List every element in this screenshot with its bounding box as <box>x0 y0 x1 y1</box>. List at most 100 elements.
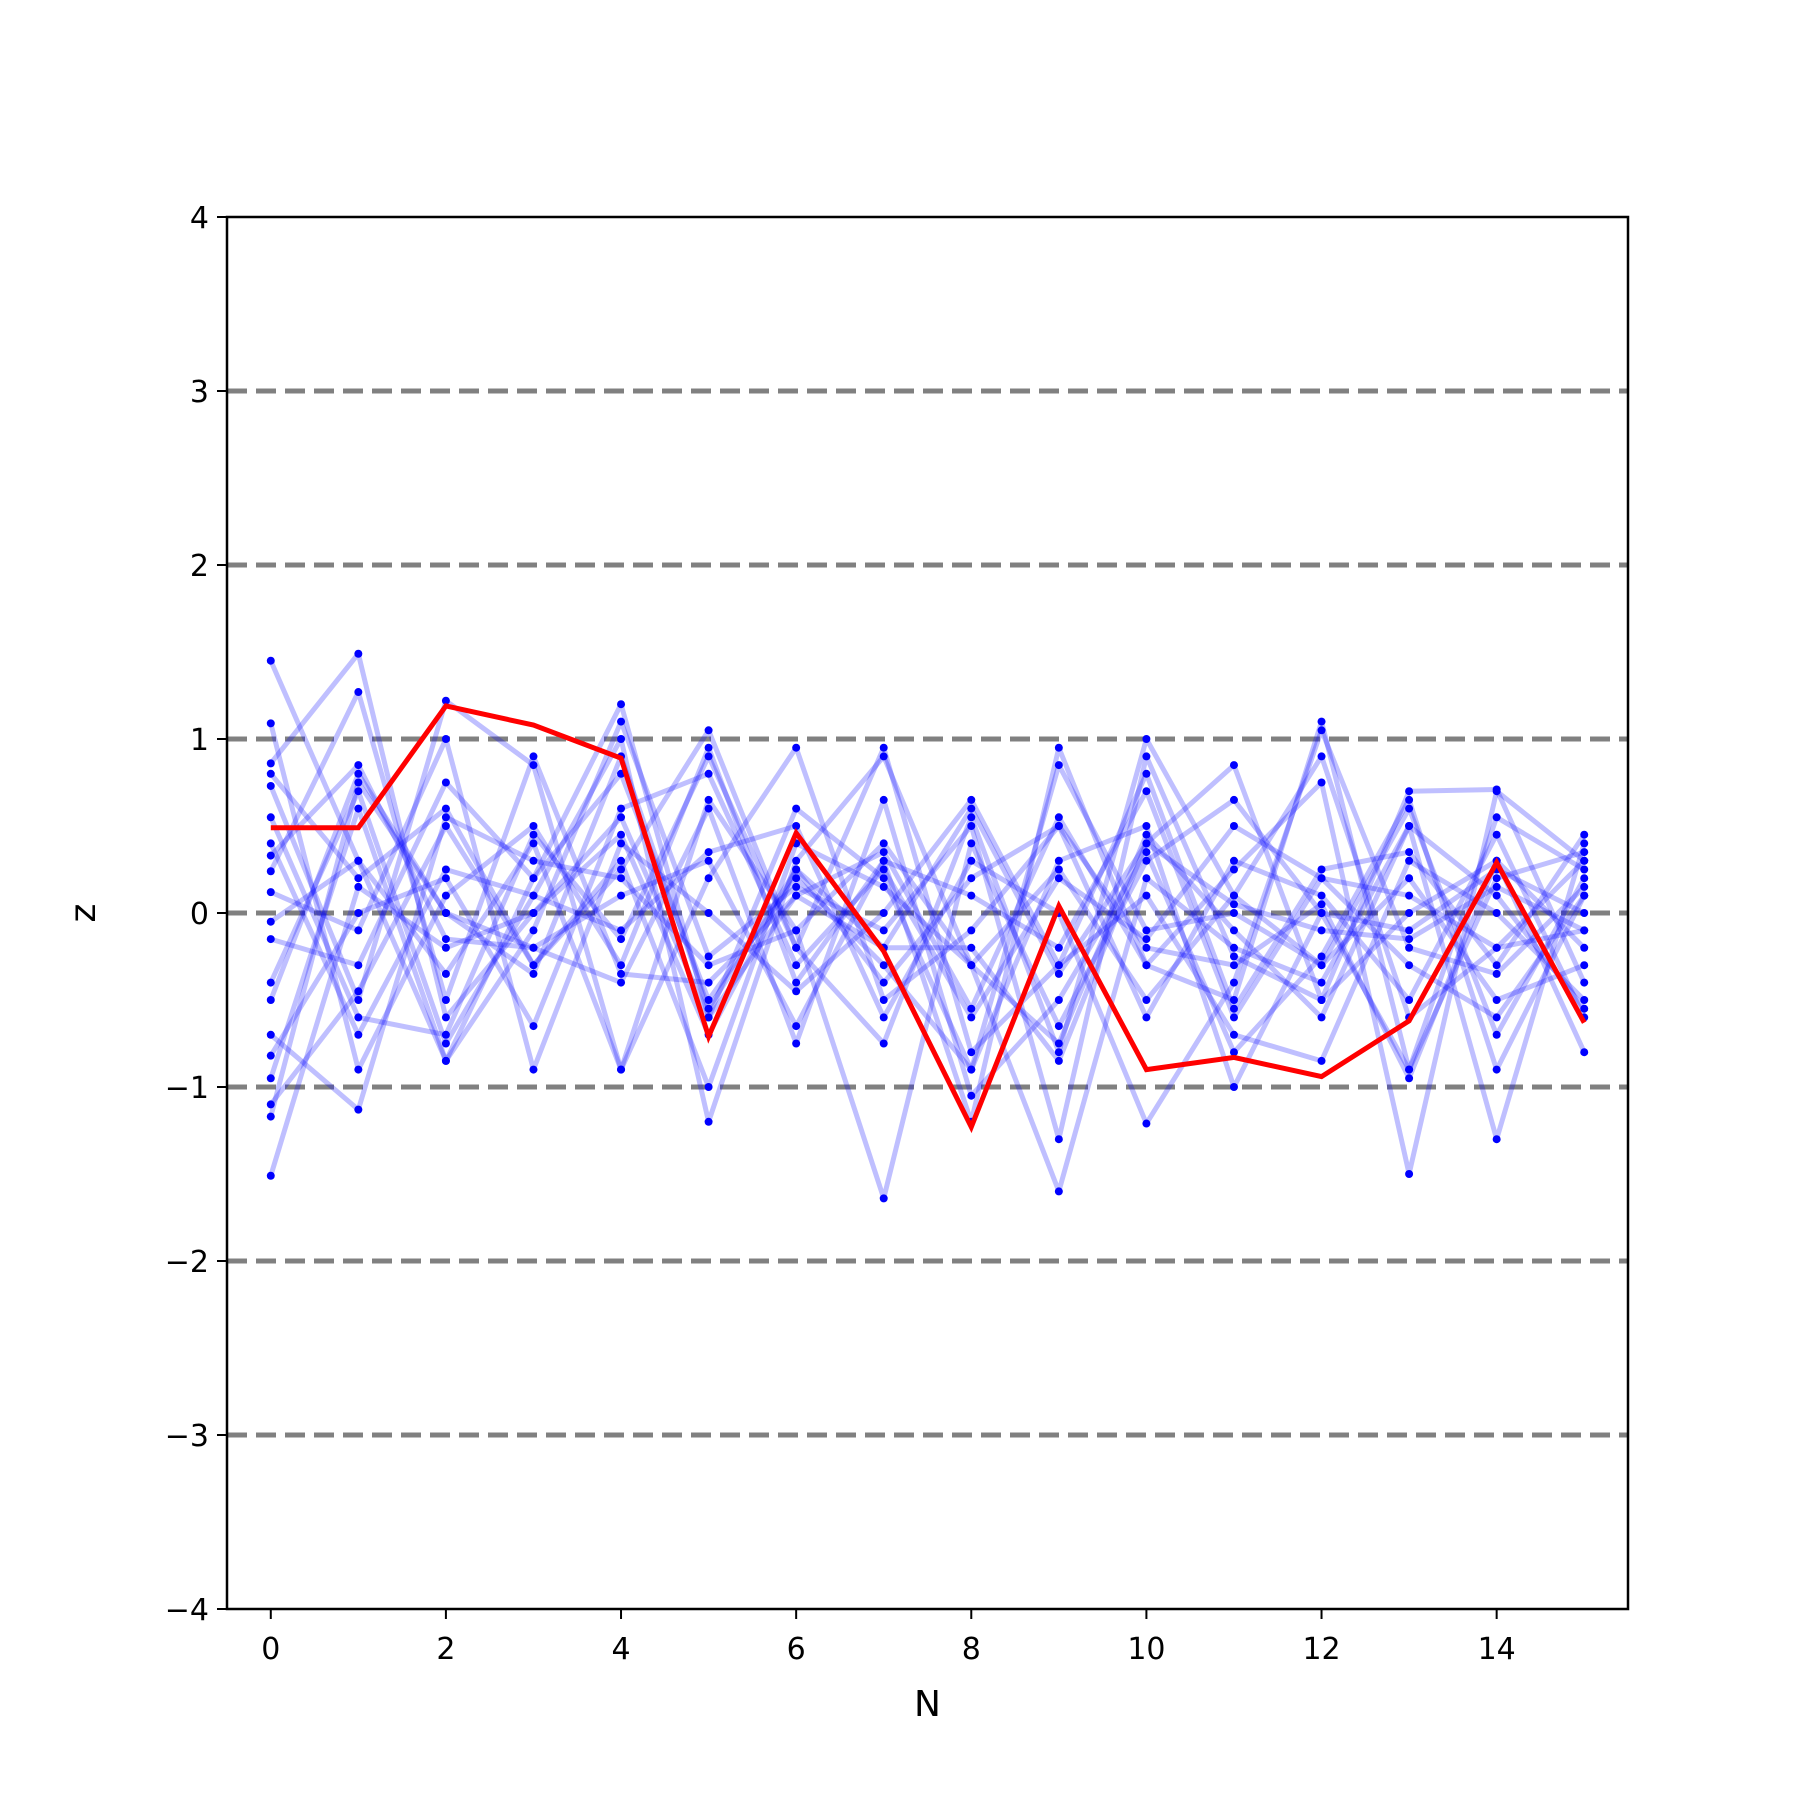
series-point <box>704 726 713 735</box>
series-point <box>879 1039 888 1048</box>
series-point <box>1580 926 1589 935</box>
series-point <box>1492 1065 1501 1074</box>
series-line <box>269 797 1586 1201</box>
series-point <box>704 804 713 813</box>
y-axis-ticks: −4 −3 −2 −1 0 1 2 3 4 <box>165 201 227 1628</box>
series-point <box>529 891 538 900</box>
series-point <box>266 1100 275 1109</box>
series-point <box>967 1004 976 1013</box>
series-point <box>1142 735 1151 743</box>
series-point <box>1405 935 1414 944</box>
series-point <box>967 1013 976 1022</box>
series-point <box>792 891 801 900</box>
series-point <box>266 978 275 987</box>
series-point <box>1142 961 1151 970</box>
series-point <box>1142 848 1151 857</box>
series-line <box>268 753 1586 1064</box>
series-point <box>1229 856 1238 865</box>
series-point <box>1580 848 1589 857</box>
y-tick-label: −2 <box>165 1245 209 1280</box>
series-point <box>1580 865 1589 874</box>
series-point <box>967 1065 976 1074</box>
series-line <box>268 727 1587 1055</box>
highlight-line <box>270 703 1587 1134</box>
series-point <box>1054 856 1063 865</box>
series-line <box>269 736 1586 1073</box>
series-point <box>441 1030 450 1039</box>
y-tick-label: 2 <box>190 549 209 584</box>
series-point <box>1317 926 1326 935</box>
series-point <box>266 1051 275 1060</box>
series-point <box>1142 874 1151 883</box>
series-point <box>266 1112 275 1121</box>
series-lines <box>268 651 1587 1201</box>
series-point <box>792 943 801 952</box>
series-point <box>441 813 450 822</box>
series-point <box>967 961 976 970</box>
series-point <box>1492 882 1501 891</box>
series-point <box>879 839 888 848</box>
series-point <box>354 761 363 770</box>
series-point <box>792 743 801 752</box>
series-point <box>1142 787 1151 796</box>
series-point <box>1054 874 1063 883</box>
series-point <box>1405 787 1414 796</box>
series-point <box>266 996 275 1004</box>
series-point <box>1317 1056 1326 1065</box>
series-point <box>617 735 626 743</box>
series-point <box>1142 839 1151 848</box>
series-point <box>1317 778 1326 787</box>
series-point <box>617 978 626 987</box>
series-point <box>354 787 363 796</box>
series-point <box>1405 874 1414 883</box>
series-point <box>266 813 275 822</box>
series-point <box>1229 1048 1238 1057</box>
y-tick-label: 1 <box>190 723 209 758</box>
series-point <box>529 943 538 952</box>
y-tick-label: 0 <box>190 897 209 932</box>
series-point <box>1229 952 1238 961</box>
series-point <box>1405 1074 1414 1083</box>
series-point <box>1580 943 1589 952</box>
series-point <box>354 1013 363 1022</box>
series-point <box>792 961 801 970</box>
series-point <box>879 1013 888 1022</box>
series-point <box>441 935 450 944</box>
series-point <box>1229 996 1238 1004</box>
series-point <box>1229 795 1238 804</box>
series-point <box>1229 1083 1238 1091</box>
series-line <box>270 762 1586 1073</box>
series-point <box>967 822 976 830</box>
series-point <box>792 1039 801 1048</box>
series-point <box>879 978 888 987</box>
series-line <box>269 814 1587 1113</box>
series-point <box>879 926 888 935</box>
series-point <box>1492 787 1501 796</box>
series-point <box>1054 822 1063 830</box>
series-point <box>617 700 626 709</box>
series-point <box>1405 795 1414 804</box>
series-point <box>1229 961 1238 970</box>
series-point <box>1317 952 1326 961</box>
x-axis-label: N <box>914 1684 941 1725</box>
series-point <box>704 1083 713 1091</box>
series-point <box>792 978 801 987</box>
series-point <box>354 769 363 778</box>
series-point <box>266 917 275 926</box>
series-point <box>704 1004 713 1013</box>
series-point <box>617 926 626 935</box>
series-point <box>1492 874 1501 883</box>
series-point <box>617 969 626 978</box>
series-point <box>1405 1065 1414 1074</box>
series-point <box>617 874 626 883</box>
series-point <box>967 804 976 813</box>
series-point <box>1317 717 1326 726</box>
series-point <box>1229 926 1238 935</box>
series-line <box>268 659 1587 1064</box>
series-point <box>1580 891 1589 900</box>
series-point <box>792 987 801 996</box>
y-tick-label: 4 <box>190 201 209 236</box>
series-point <box>441 1056 450 1065</box>
series-point <box>441 696 450 705</box>
series-point <box>1317 909 1326 917</box>
